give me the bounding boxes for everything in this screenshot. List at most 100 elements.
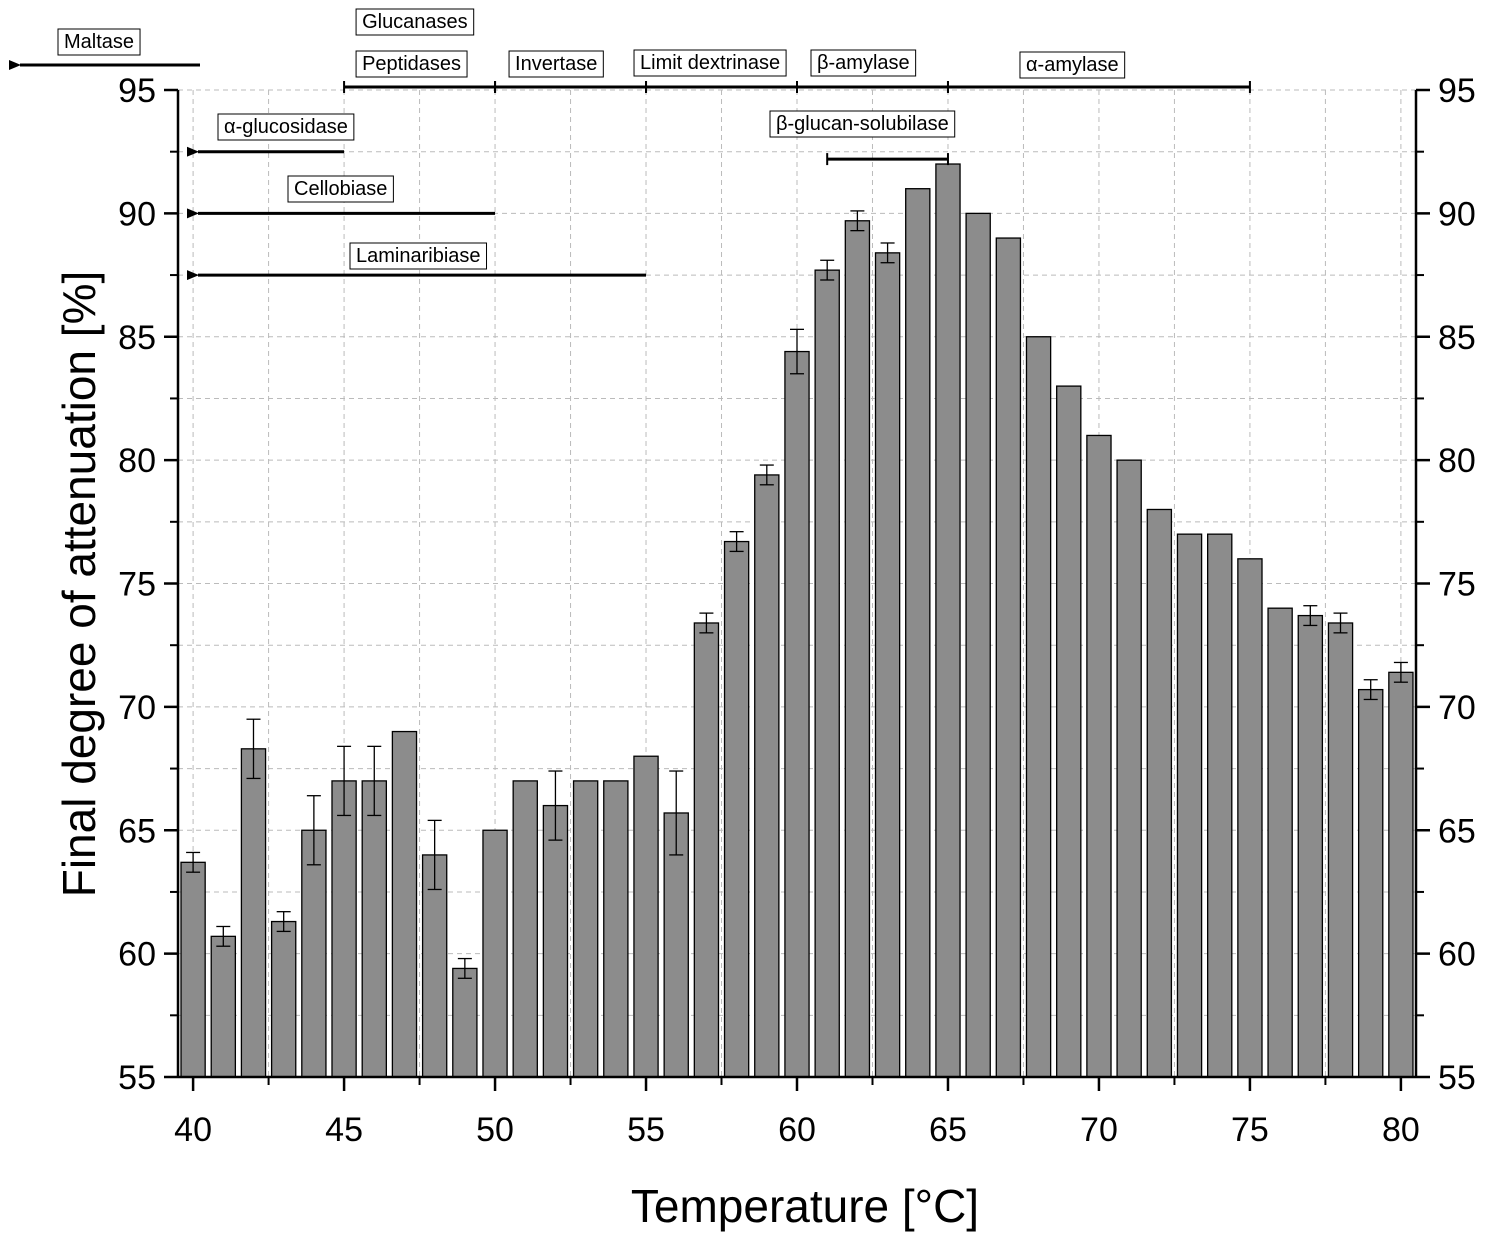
- bar: [391, 730, 418, 1078]
- enzyme-label-frame: [1019, 51, 1126, 79]
- bar: [905, 188, 931, 1078]
- x-tick-label: 80: [1382, 1111, 1420, 1149]
- enzyme-label: Glucanases: [362, 11, 468, 33]
- enzyme-label-box: Invertase: [508, 50, 604, 78]
- enzyme-label-frame: [349, 242, 488, 270]
- bar: [1357, 688, 1384, 1078]
- y-tick-label-left: 55: [118, 1059, 156, 1097]
- bar: [754, 474, 780, 1078]
- bar: [693, 622, 720, 1078]
- y-tick-label-right: 90: [1438, 195, 1476, 233]
- x-tick-label: 55: [627, 1111, 665, 1149]
- bar: [1056, 385, 1082, 1078]
- enzyme-label-box: α-amylase: [1019, 51, 1126, 79]
- bar: [1086, 434, 1112, 1078]
- bar: [874, 252, 901, 1078]
- enzyme-label-frame: [633, 49, 787, 77]
- enzyme-label-box: Maltase: [57, 28, 141, 56]
- y-tick-label-right: 65: [1438, 812, 1476, 850]
- enzyme-label-box: β-glucan-solubilase: [769, 110, 956, 138]
- bar: [633, 755, 659, 1078]
- y-tick-label-left: 60: [118, 936, 156, 974]
- bar: [512, 780, 538, 1078]
- y-tick-label-right: 70: [1438, 689, 1476, 727]
- y-tick-label-left: 70: [118, 689, 156, 727]
- bar: [270, 920, 297, 1078]
- enzyme-label: α-amylase: [1026, 54, 1119, 76]
- enzyme-label-box: Peptidases: [355, 50, 468, 78]
- bar: [723, 540, 750, 1078]
- y-tick-label-right: 80: [1438, 442, 1476, 480]
- enzyme-label: α-glucosidase: [224, 116, 348, 138]
- enzyme-label-frame: [355, 50, 468, 78]
- tick-labels: 55 55 60 60 65 65 70 70 75 75 80 80 85 85 90 90 95 95 40 45…: [118, 72, 1476, 1149]
- bar: [784, 350, 810, 1078]
- y-tick-label-left: 85: [118, 319, 156, 357]
- bar: [1388, 671, 1414, 1078]
- x-axis-title: Temperature [°C]: [631, 1180, 979, 1232]
- y-tick-label-left: 95: [118, 72, 156, 110]
- bar: [301, 829, 327, 1078]
- enzyme-label: Peptidases: [362, 53, 461, 75]
- enzyme-label-frame: [508, 50, 604, 78]
- bar: [814, 269, 840, 1078]
- bar: [572, 780, 599, 1078]
- y-tick-label-left: 90: [118, 195, 156, 233]
- bar: [1176, 533, 1203, 1078]
- bar: [965, 212, 991, 1078]
- enzyme-label-frame: [769, 110, 956, 138]
- y-tick-label-left: 75: [118, 566, 156, 604]
- bar: [331, 780, 357, 1078]
- bar: [995, 237, 1022, 1078]
- x-tick-label: 65: [929, 1111, 967, 1149]
- enzyme-label-frame: [217, 113, 355, 141]
- enzyme-label-box: Cellobiase: [287, 175, 394, 203]
- axes: [164, 88, 1430, 1091]
- x-tick-label: 50: [476, 1111, 514, 1149]
- bar: [844, 220, 871, 1078]
- y-tick-label-right: 75: [1438, 566, 1476, 604]
- x-tick-label: 40: [174, 1111, 212, 1149]
- bar: [1116, 459, 1142, 1078]
- bar: [1025, 336, 1052, 1078]
- enzyme-label-box: α-glucosidase: [217, 113, 355, 141]
- enzyme-label-frame: [57, 28, 141, 56]
- enzyme-label: β-glucan-solubilase: [776, 113, 949, 135]
- y-tick-label-right: 55: [1438, 1059, 1476, 1097]
- bar: [1327, 622, 1354, 1078]
- bar: [542, 804, 569, 1078]
- bar: [1146, 508, 1173, 1078]
- x-tick-label: 75: [1231, 1111, 1269, 1149]
- x-tick-label: 60: [778, 1111, 816, 1149]
- enzyme-label: Cellobiase: [294, 178, 387, 200]
- enzyme-label: Invertase: [515, 53, 597, 75]
- bar: [1267, 607, 1293, 1078]
- enzyme-label: β-amylase: [817, 52, 910, 74]
- enzyme-annotations: Peptidases Glucanases Invertase Limit dextr…: [8, 8, 1251, 281]
- enzyme-label-box: β-amylase: [810, 49, 917, 77]
- bar: [180, 861, 206, 1078]
- enzyme-label: Laminaribiase: [356, 245, 481, 267]
- enzyme-label-frame: [287, 175, 394, 203]
- enzyme-label: Maltase: [64, 31, 134, 53]
- enzyme-label-box: Limit dextrinase: [633, 49, 787, 77]
- bar: [240, 748, 267, 1078]
- y-tick-label-left: 65: [118, 812, 156, 850]
- bar: [935, 163, 961, 1078]
- bar: [1207, 533, 1233, 1078]
- enzyme-label-frame: [810, 49, 917, 77]
- x-tick-label: 70: [1080, 1111, 1118, 1149]
- bar: [482, 829, 508, 1078]
- enzyme-label: Limit dextrinase: [640, 52, 780, 74]
- y-tick-label-right: 60: [1438, 936, 1476, 974]
- x-tick-label: 45: [325, 1111, 363, 1149]
- enzyme-label-frame: [355, 8, 475, 36]
- enzyme-label-box: Glucanases: [355, 8, 475, 36]
- bar: [1297, 614, 1324, 1078]
- bar: [452, 967, 478, 1078]
- bar: [1237, 558, 1263, 1078]
- y-axis-title: Final degree of attenuation [%]: [53, 271, 105, 898]
- y-tick-label-right: 85: [1438, 319, 1476, 357]
- y-tick-label-left: 80: [118, 442, 156, 480]
